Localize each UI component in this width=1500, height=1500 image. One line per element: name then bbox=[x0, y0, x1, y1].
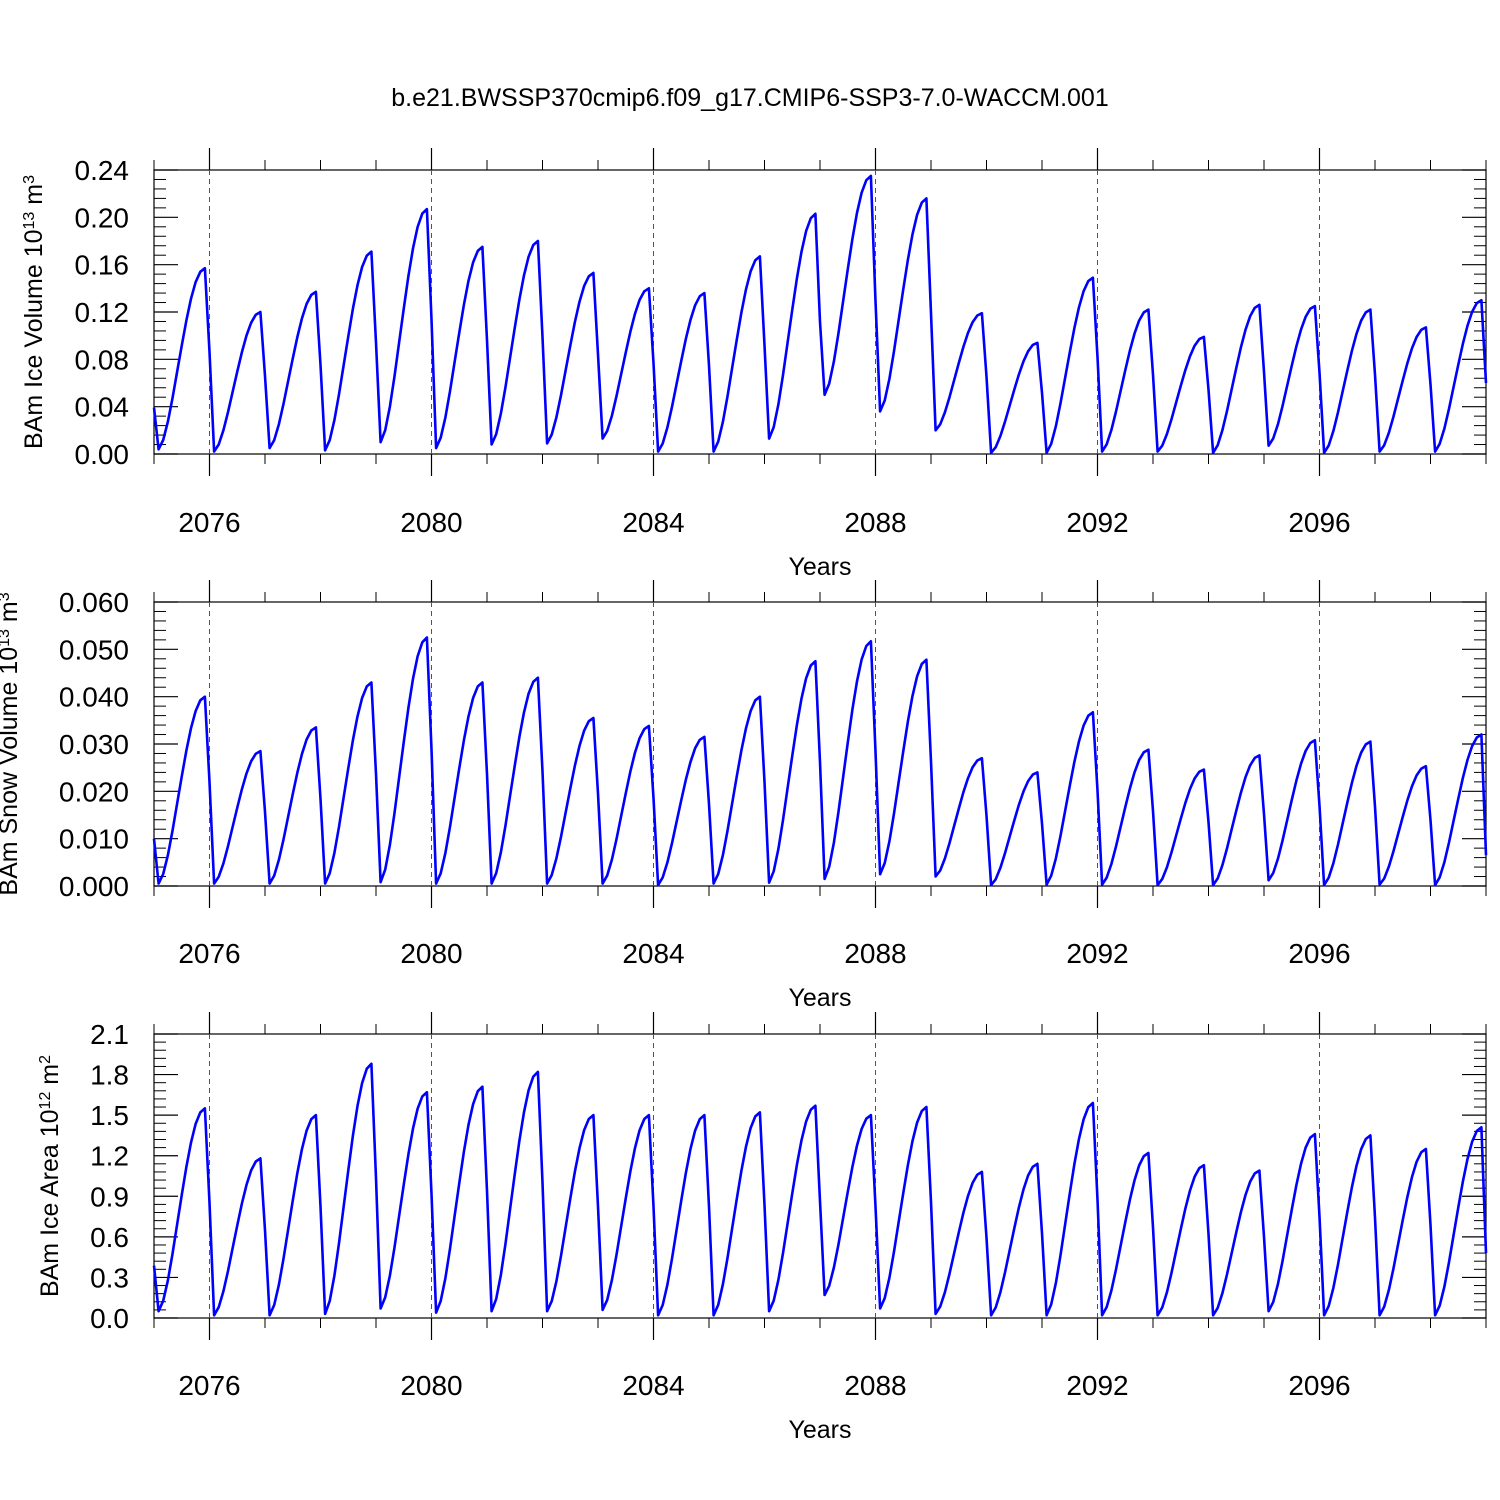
x-tick-label: 2088 bbox=[844, 1370, 906, 1401]
x-tick-label: 2096 bbox=[1288, 1370, 1350, 1401]
y-tick-label: 0.030 bbox=[59, 729, 129, 760]
x-tick-label: 2076 bbox=[178, 507, 240, 538]
x-tick-label: 2092 bbox=[1066, 507, 1128, 538]
x-tick-label: 2096 bbox=[1288, 938, 1350, 969]
y-tick-label: 0.040 bbox=[59, 682, 129, 713]
y-tick-label: 1.8 bbox=[90, 1060, 129, 1091]
x-axis-label: Years bbox=[788, 553, 851, 581]
series-line bbox=[152, 174, 1488, 455]
chart-panel-2: 2076 2080 2084 2088 2092 2096 0.000 0.010 0.020 0… bbox=[0, 580, 1488, 1012]
y-tick-label: 0.04 bbox=[75, 392, 130, 423]
x-tick-label: 2076 bbox=[178, 938, 240, 969]
series-line bbox=[152, 636, 1488, 887]
chart-panel-1: 2076 2080 2084 2088 2092 2096 0.00 0.04 0.08 0.12… bbox=[20, 148, 1488, 581]
figure-title: b.e21.BWSSP370cmip6.f09_g17.CMIP6-SSP3-7… bbox=[391, 84, 1108, 112]
panels: 2076 2080 2084 2088 2092 2096 0.00 0.04 0.08 0.12… bbox=[0, 148, 1488, 1444]
x-tick-label: 2084 bbox=[622, 938, 684, 969]
x-axis-label: Years bbox=[788, 984, 851, 1012]
y-tick-label: 0.050 bbox=[59, 634, 129, 665]
y-tick-label: 0.000 bbox=[59, 871, 129, 902]
y-axis-label: BAm Ice Volume 1013 m3 bbox=[20, 175, 48, 449]
y-axis-label: BAm Ice Area 1012 m2 bbox=[36, 1055, 64, 1297]
x-tick-label: 2092 bbox=[1066, 1370, 1128, 1401]
x-tick-label: 2080 bbox=[400, 507, 462, 538]
y-tick-label: 0.12 bbox=[75, 297, 130, 328]
x-tick-label: 2080 bbox=[400, 938, 462, 969]
y-tick-label: 1.5 bbox=[90, 1100, 129, 1131]
y-tick-label: 2.1 bbox=[90, 1019, 129, 1050]
x-tick-label: 2096 bbox=[1288, 507, 1350, 538]
y-tick-label: 0.16 bbox=[75, 250, 130, 281]
y-axis-label: BAm Snow Volume 1013 m3 bbox=[0, 592, 23, 895]
x-tick-label: 2084 bbox=[622, 1370, 684, 1401]
x-tick-label: 2080 bbox=[400, 1370, 462, 1401]
x-tick-label: 2088 bbox=[844, 507, 906, 538]
y-tick-label: 0.010 bbox=[59, 824, 129, 855]
y-tick-label: 0.6 bbox=[90, 1222, 129, 1253]
y-tick-label: 0.020 bbox=[59, 776, 129, 807]
y-tick-label: 1.2 bbox=[90, 1141, 129, 1172]
x-tick-label: 2076 bbox=[178, 1370, 240, 1401]
y-tick-label: 0.3 bbox=[90, 1262, 129, 1293]
x-axis-label: Years bbox=[788, 1416, 851, 1444]
y-tick-label: 0.08 bbox=[75, 344, 130, 375]
x-tick-label: 2088 bbox=[844, 938, 906, 969]
y-tick-label: 0.00 bbox=[75, 439, 130, 470]
series-line bbox=[152, 1062, 1488, 1317]
y-tick-label: 0.24 bbox=[75, 155, 130, 186]
x-tick-label: 2092 bbox=[1066, 938, 1128, 969]
y-tick-label: 0.0 bbox=[90, 1303, 129, 1334]
y-tick-label: 0.9 bbox=[90, 1181, 129, 1212]
x-tick-label: 2084 bbox=[622, 507, 684, 538]
chart-panel-3: 2076 2080 2084 2088 2092 2096 0.0 0.3 0.6 0.9 1.2 1… bbox=[36, 1012, 1488, 1444]
y-tick-label: 0.060 bbox=[59, 587, 129, 618]
y-tick-label: 0.20 bbox=[75, 202, 130, 233]
